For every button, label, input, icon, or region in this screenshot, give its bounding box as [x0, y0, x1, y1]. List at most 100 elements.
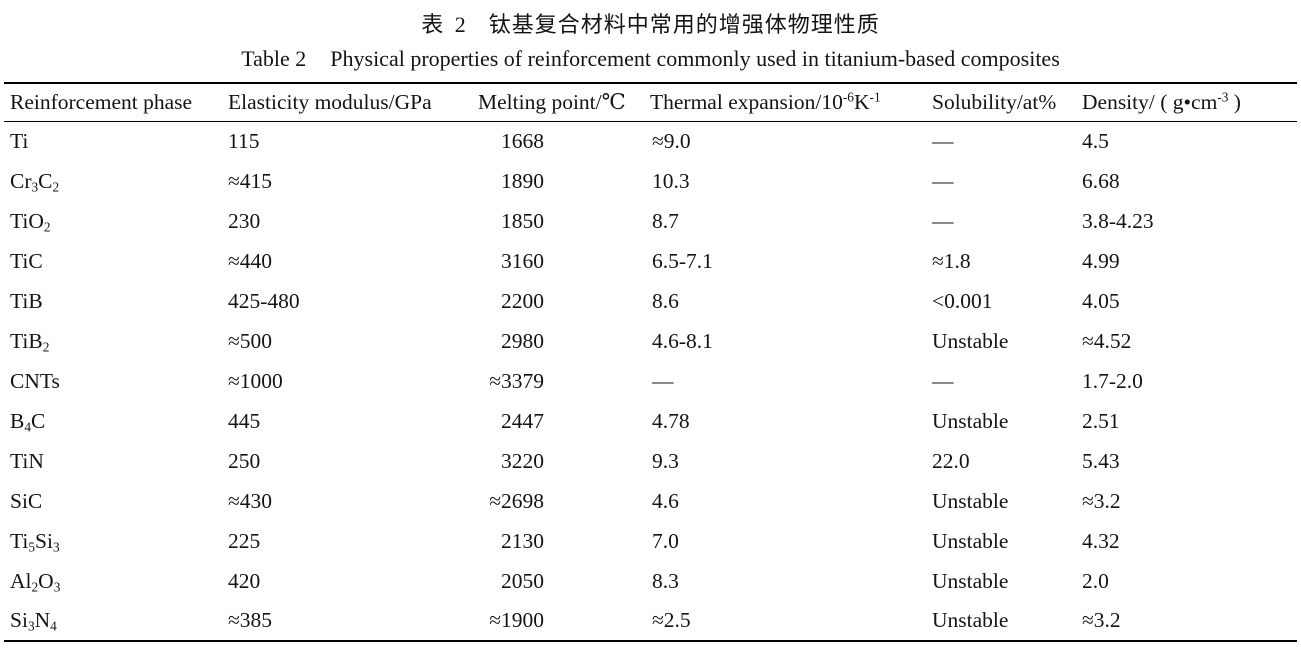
table-cell: 225	[228, 528, 261, 553]
table-cell: 1890	[501, 168, 544, 193]
table-cell: 4.5	[1082, 128, 1109, 153]
table-cell: Ti5Si3	[10, 528, 60, 554]
table-cell: Unstable	[932, 608, 1009, 632]
table-cell: —	[652, 368, 674, 393]
table-cell: 425-480	[228, 288, 300, 313]
column-header-melting-point: Melting point/℃	[478, 89, 626, 114]
table-cell: ≈415	[228, 168, 273, 193]
table-cell: —	[932, 128, 954, 153]
table-cell: 9.3	[652, 448, 679, 473]
table-cell: Unstable	[932, 328, 1009, 353]
table-cell: Cr3C2	[10, 168, 60, 194]
table-cell: ≈2.5	[652, 608, 691, 632]
table-cell: ≈440	[228, 248, 273, 273]
column-header-reinforcement-phase: Reinforcement phase	[10, 89, 193, 114]
table-row: TiB 425-480 2200 8.6 <0.001 4.05	[4, 281, 1297, 321]
table-caption-chinese: 表 2 钛基复合材料中常用的增强体物理性质	[0, 0, 1301, 38]
table-cell: 4.6-8.1	[652, 328, 713, 353]
table-cell: —	[932, 208, 954, 233]
table-cell: —	[932, 168, 954, 193]
table-cell: CNTs	[10, 368, 60, 393]
table-cell: Unstable	[932, 528, 1009, 553]
table-row: Si3N4 ≈385 ≈1900 ≈2.5 Unstable ≈3.2	[4, 601, 1297, 641]
table-cell: 3160	[501, 248, 544, 273]
caption-zh-label: 表 2	[421, 12, 469, 37]
table-cell: 6.5-7.1	[652, 248, 713, 273]
table-cell: 10.3	[652, 168, 690, 193]
table-cell: ≈500	[228, 328, 273, 353]
table-cell: Unstable	[932, 568, 1009, 593]
table-cell: ≈4.52	[1082, 328, 1132, 353]
column-header-density: Density/ ( g•cm-3 )	[1082, 89, 1241, 114]
caption-zh-text: 钛基复合材料中常用的增强体物理性质	[488, 12, 880, 37]
table-cell: Al2O3	[10, 568, 61, 594]
table-cell: TiN	[10, 448, 44, 473]
table-cell: 8.7	[652, 208, 679, 233]
table-cell: 4.6	[652, 488, 679, 513]
table-row: Ti5Si3 225 2130 7.0 Unstable 4.32	[4, 521, 1297, 561]
table-cell: Unstable	[932, 488, 1009, 513]
table-row: SiC ≈430 ≈2698 4.6 Unstable ≈3.2	[4, 481, 1297, 521]
table-cell: 8.6	[652, 288, 679, 313]
table-row: TiN 250 3220 9.3 22.0 5.43	[4, 441, 1297, 481]
table-cell: 2130	[501, 528, 544, 553]
table-cell: 115	[228, 128, 260, 153]
table-cell: 250	[228, 448, 261, 473]
table-cell: ≈1.8	[932, 248, 971, 273]
table-row: TiO2 230 1850 8.7 — 3.8-4.23	[4, 201, 1297, 241]
table-row: TiC ≈440 3160 6.5-7.1 ≈1.8 4.99	[4, 241, 1297, 281]
table-cell: 22.0	[932, 448, 970, 473]
table-cell: ≈1900	[489, 608, 544, 632]
table-cell: ≈385	[228, 608, 273, 632]
column-header-elasticity-modulus: Elasticity modulus/GPa	[228, 89, 432, 114]
table-row: Cr3C2 ≈415 1890 10.3 — 6.68	[4, 161, 1297, 201]
table-cell: ≈1000	[228, 368, 283, 393]
caption-en-label: Table 2	[241, 46, 307, 71]
table-cell: TiB	[10, 288, 43, 313]
table-cell: ≈2698	[489, 488, 544, 513]
table-cell: Si3N4	[10, 608, 57, 634]
table-cell: TiB2	[10, 328, 50, 354]
column-header-solubility: Solubility/at%	[932, 89, 1057, 114]
table-cell: 3220	[501, 448, 544, 473]
table-cell: 2050	[501, 568, 544, 593]
table-row: CNTs ≈1000 ≈3379 — — 1.7-2.0	[4, 361, 1297, 401]
table-cell: 3.8-4.23	[1082, 208, 1154, 233]
table-cell: 1850	[501, 208, 544, 233]
caption-en-text: Physical properties of reinforcement com…	[330, 46, 1060, 71]
table-cell: 4.05	[1082, 288, 1120, 313]
properties-table: Reinforcement phase Elasticity modulus/GP…	[4, 82, 1297, 642]
table-row: Ti 115 1668 ≈9.0 — 4.5	[4, 121, 1297, 161]
table-row: TiB2 ≈500 2980 4.6-8.1 Unstable ≈4.52	[4, 321, 1297, 361]
table-cell: 2447	[501, 408, 544, 433]
table-cell: TiO2	[10, 208, 51, 234]
table-cell: —	[932, 368, 954, 393]
table-cell: 5.43	[1082, 448, 1120, 473]
table-cell: Unstable	[932, 408, 1009, 433]
table-caption-english: Table 2 Physical properties of reinforcem…	[0, 45, 1301, 73]
column-header-thermal-expansion: Thermal expansion/10-6K-1	[650, 89, 881, 114]
table-cell: 4.99	[1082, 248, 1120, 273]
table-cell: ≈3.2	[1082, 608, 1121, 632]
table-cell: 2200	[501, 288, 544, 313]
table-cell: <0.001	[932, 288, 993, 313]
table-cell: 2.0	[1082, 568, 1109, 593]
table-row: B4C 445 2447 4.78 Unstable 2.51	[4, 401, 1297, 441]
table-cell: 8.3	[652, 568, 679, 593]
table-cell: TiC	[10, 248, 43, 273]
table-cell: ≈3.2	[1082, 488, 1121, 513]
table-cell: ≈430	[228, 488, 273, 513]
table-cell: Ti	[10, 128, 29, 153]
table-cell: 2980	[501, 328, 544, 353]
table-body: Ti 115 1668 ≈9.0 — 4.5 Cr3C2 ≈415 1890 10.3 — 6.68 T…	[4, 121, 1297, 641]
table-row: Al2O3 420 2050 8.3 Unstable 2.0	[4, 561, 1297, 601]
table-cell: 7.0	[652, 528, 679, 553]
table-cell: 420	[228, 568, 261, 593]
table-cell: 445	[228, 408, 261, 433]
table-cell: 230	[228, 208, 261, 233]
table-cell: 4.32	[1082, 528, 1120, 553]
table-cell: 6.68	[1082, 168, 1120, 193]
table-cell: 4.78	[652, 408, 690, 433]
table-cell: 2.51	[1082, 408, 1120, 433]
